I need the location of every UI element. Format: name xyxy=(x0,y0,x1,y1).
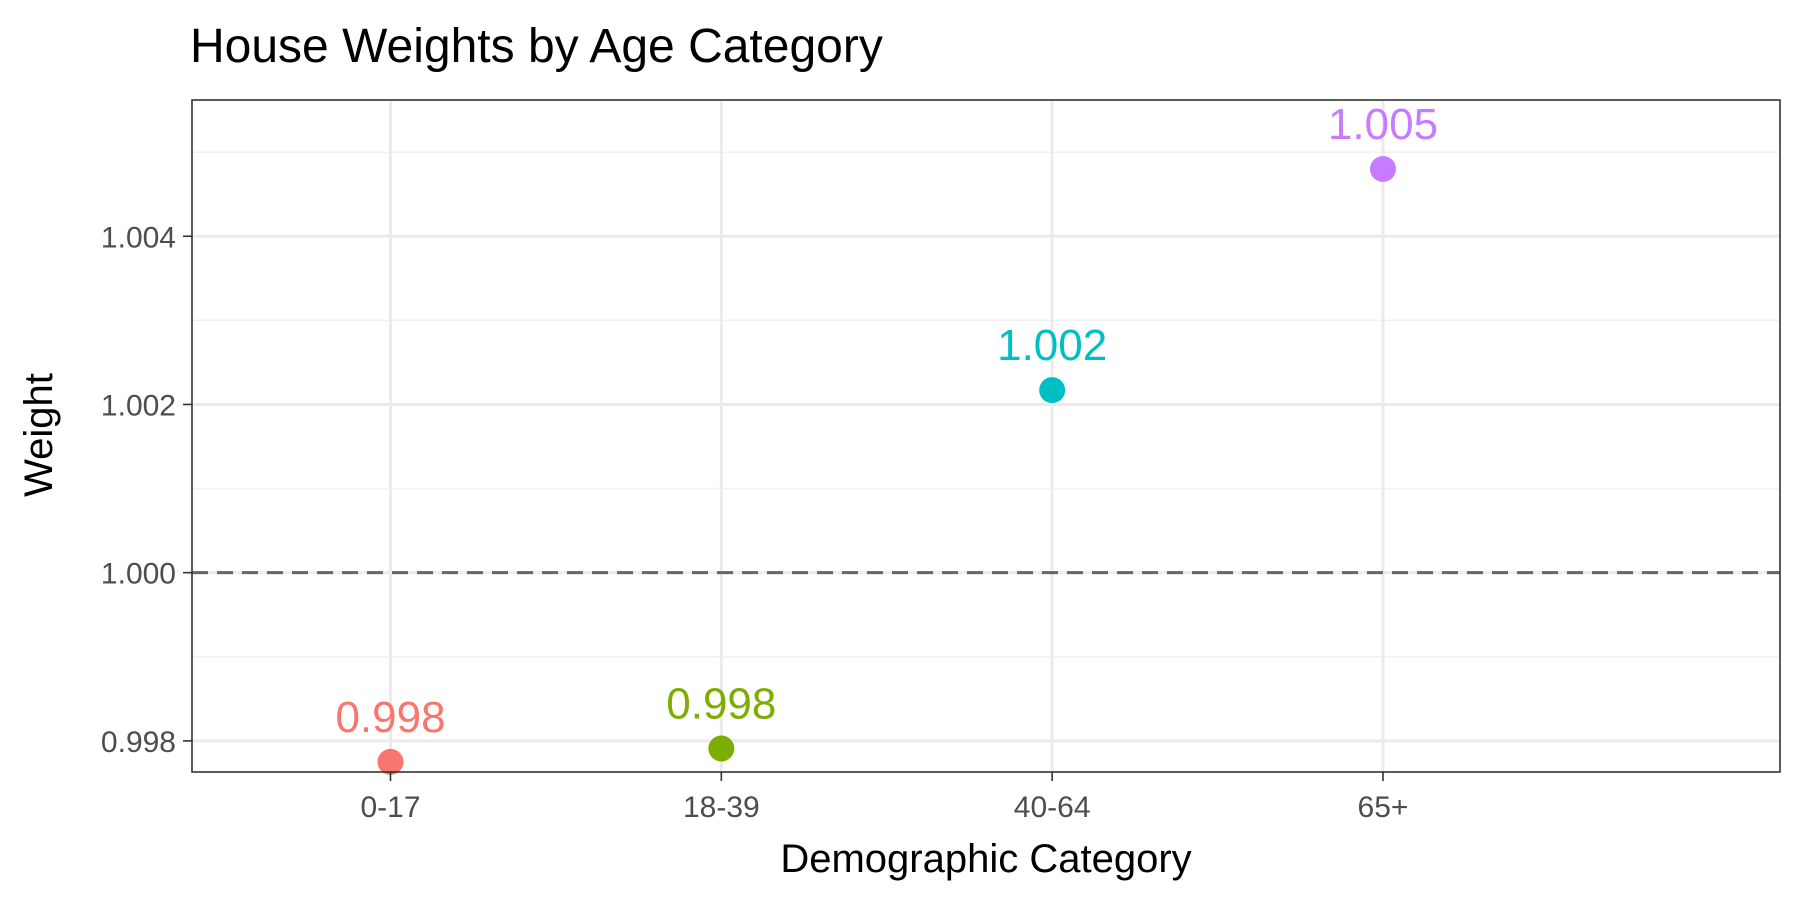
data-point xyxy=(1039,377,1066,404)
y-tick-label: 0.998 xyxy=(101,726,176,759)
data-label: 1.005 xyxy=(1328,100,1438,149)
chart-title: House Weights by Age Category xyxy=(190,20,883,73)
x-tick-label: 0-17 xyxy=(360,791,420,824)
data-label: 1.002 xyxy=(997,321,1107,370)
data-label: 0.998 xyxy=(666,679,776,728)
data-labels: 0.998 0.998 1.002 1.005 xyxy=(335,100,1438,742)
y-tick-label: 1.004 xyxy=(101,221,176,254)
y-axis-ticks: 0.998 1.000 1.002 1.004 xyxy=(101,221,192,759)
data-point xyxy=(1370,155,1396,182)
y-axis-title: Weight xyxy=(17,373,61,497)
data-point xyxy=(377,748,404,775)
y-tick-label: 1.002 xyxy=(101,389,176,422)
data-point xyxy=(708,735,735,762)
x-tick-label: 40-64 xyxy=(1014,791,1091,824)
x-tick-label: 65+ xyxy=(1358,791,1409,824)
x-axis-ticks: 0-17 18-39 40-64 65+ xyxy=(360,772,1408,824)
y-tick-label: 1.000 xyxy=(101,558,176,591)
major-gridlines xyxy=(192,100,1780,772)
minor-gridlines xyxy=(192,151,1780,658)
x-axis-title: Demographic Category xyxy=(780,837,1191,881)
x-tick-label: 18-39 xyxy=(683,791,760,824)
panel-border xyxy=(191,99,1781,773)
data-label: 0.998 xyxy=(335,693,445,742)
data-points xyxy=(377,155,1396,775)
